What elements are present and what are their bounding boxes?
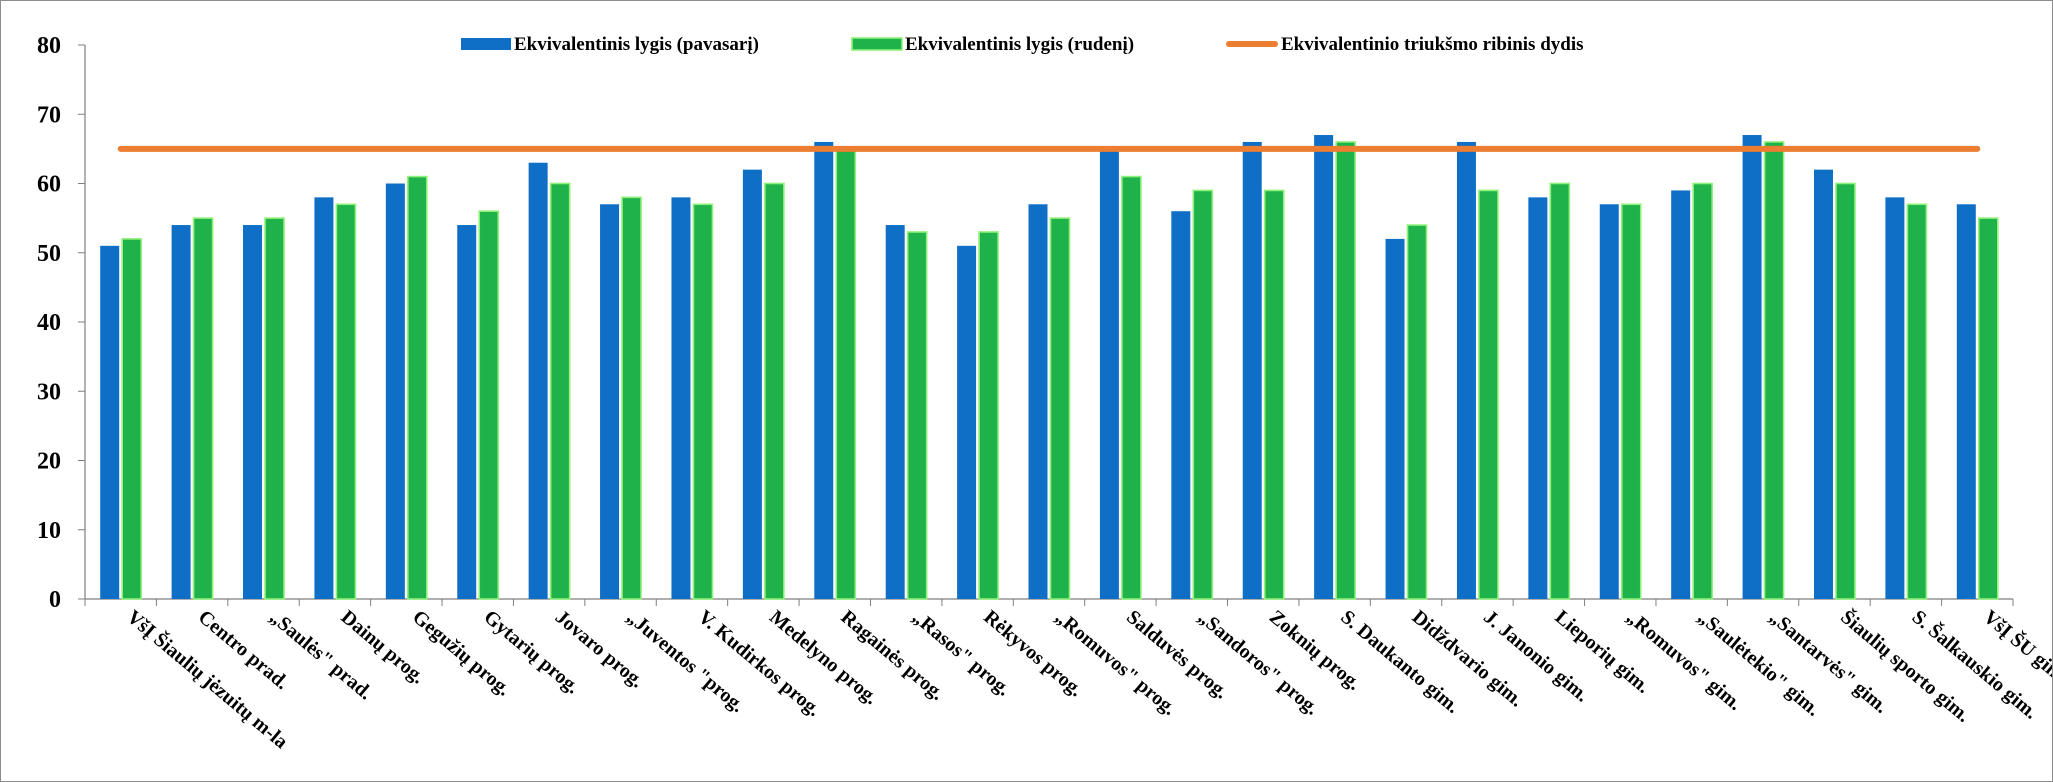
bar-spring [171, 225, 191, 600]
legend: Ekvivalentinis lygis (pavasarį) Ekvivalen… [461, 34, 1584, 55]
bar-spring [528, 162, 548, 599]
y-tick-label: 70 [37, 102, 61, 128]
bar-autumn [1192, 189, 1214, 600]
legend-swatch [1226, 41, 1278, 47]
bar-spring [1028, 204, 1048, 599]
y-tick-label: 30 [37, 379, 61, 405]
bar-autumn [478, 210, 500, 600]
legend-swatch [461, 38, 511, 50]
x-tick-label: „Juventos "prog. [622, 606, 748, 717]
bar-autumn [1335, 141, 1356, 600]
bar-spring [100, 245, 120, 599]
bar-autumn [192, 217, 214, 600]
bar-spring [457, 225, 477, 600]
bar-autumn [1835, 182, 1856, 600]
bar-spring [600, 204, 620, 599]
x-tick-label: „Saulėtekio" gim. [1693, 606, 1824, 721]
bar-autumn [335, 203, 357, 600]
y-tick-label: 80 [37, 33, 61, 59]
y-tick-label: 10 [37, 518, 61, 544]
bar-autumn [1263, 189, 1285, 600]
legend-label: Ekvivalentinio triukšmo ribinis dydis [1281, 34, 1584, 55]
y-tick-label: 20 [37, 449, 61, 475]
bar-autumn [121, 238, 143, 600]
bar-spring [1099, 148, 1119, 599]
bar-autumn [835, 148, 857, 600]
bar-autumn [1549, 182, 1571, 600]
bar-autumn [1977, 217, 1999, 600]
bar-autumn [906, 231, 928, 600]
bar-autumn [621, 196, 642, 600]
bar-spring [385, 183, 405, 599]
bar-spring [1599, 204, 1619, 599]
bar-spring [1742, 135, 1762, 599]
bar-autumn [978, 231, 999, 600]
bar-spring [1242, 141, 1262, 599]
bar-spring [1885, 197, 1905, 599]
bar-spring [671, 197, 691, 599]
x-tick-label: Šiaulių sporto gim. [1836, 604, 1975, 726]
bar-spring [243, 225, 263, 600]
bar-autumn [1620, 203, 1642, 600]
y-tick-label: 40 [37, 310, 61, 336]
x-tick-label: „Romuvos" prog. [1051, 606, 1181, 720]
x-tick-label: „Santarvės" gim. [1765, 606, 1892, 718]
bar-autumn [764, 182, 785, 600]
bar-spring [1671, 190, 1691, 600]
bar-spring [957, 245, 977, 599]
bar-autumn [549, 182, 571, 600]
bar-spring [885, 225, 905, 600]
bar-spring [1385, 238, 1405, 599]
bar-spring [1956, 204, 1976, 599]
bar-autumn [407, 175, 428, 600]
axes [78, 44, 2014, 606]
bar-autumn [1049, 217, 1071, 600]
bar-spring [742, 169, 762, 599]
y-tick-labels: 0 10 20 30 40 50 60 70 80 [37, 33, 61, 613]
x-tick-label: V. Kudirkos prog. [694, 606, 825, 721]
x-tick-label: S. Šalkauskio gim. [1908, 604, 2043, 723]
bar-spring [1528, 197, 1548, 599]
bar-autumn [692, 203, 714, 600]
bar-autumn [1406, 224, 1428, 600]
bar-spring [314, 197, 334, 599]
legend-label: Ekvivalentinis lygis (rudenį) [905, 34, 1134, 55]
bar-autumn [264, 217, 285, 600]
legend-label: Ekvivalentinis lygis (pavasarį) [514, 34, 759, 55]
bar-autumn [1478, 189, 1499, 600]
x-tick-label: S. Daukanto gim. [1336, 606, 1463, 718]
bar-spring [1171, 211, 1191, 599]
bar-autumn [1121, 175, 1142, 600]
bar-spring [1456, 141, 1476, 599]
bar-spring [1314, 135, 1334, 599]
y-tick-label: 50 [37, 241, 61, 267]
bar-autumn [1763, 141, 1785, 600]
y-tick-label: 60 [37, 172, 61, 198]
bars [100, 135, 1999, 600]
legend-swatch [851, 37, 903, 51]
y-tick-label: 0 [49, 587, 61, 613]
bar-autumn [1906, 203, 1928, 600]
bar-autumn [1692, 182, 1713, 600]
bar-spring [1813, 169, 1833, 599]
bar-spring [814, 141, 834, 599]
x-tick-label: „Sandoros" prog. [1194, 606, 1323, 720]
